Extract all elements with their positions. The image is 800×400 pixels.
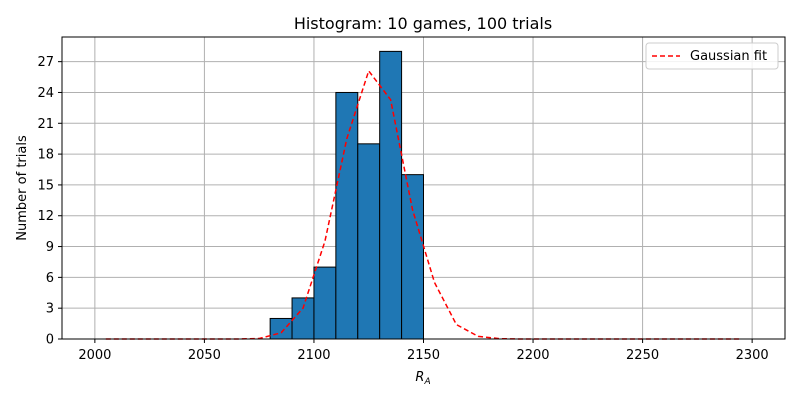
histogram-bar xyxy=(291,297,315,340)
x-tick-label: 2200 xyxy=(516,348,549,363)
y-tick-label: 24 xyxy=(37,86,54,101)
y-tick-label: 6 xyxy=(46,271,54,286)
y-tick-label: 0 xyxy=(46,333,54,348)
histogram-bar xyxy=(357,143,381,340)
x-tick-label: 2050 xyxy=(188,348,221,363)
legend-label-gaussian-fit: Gaussian fit xyxy=(690,49,767,64)
x-axis-label-main: R xyxy=(415,370,424,385)
histogram-bars xyxy=(269,50,425,340)
y-axis-label: Number of trials xyxy=(15,135,30,241)
chart-title: Histogram: 10 games, 100 trials xyxy=(294,14,552,33)
y-tick-label: 21 xyxy=(37,117,54,132)
histogram-bar xyxy=(269,317,293,340)
x-axis-ticks: 2000 2050 2100 2150 2200 2250 2300 xyxy=(78,339,769,363)
histogram-bar xyxy=(379,50,403,340)
x-axis-label: RA xyxy=(415,370,430,387)
x-tick-label: 2300 xyxy=(736,348,769,363)
y-tick-label: 9 xyxy=(46,240,54,255)
y-tick-label: 18 xyxy=(37,148,54,163)
x-tick-label: 2250 xyxy=(626,348,659,363)
x-tick-label: 2150 xyxy=(407,348,440,363)
histogram-bar xyxy=(335,91,359,340)
y-tick-label: 15 xyxy=(37,178,54,193)
histogram-bar xyxy=(313,266,337,340)
y-tick-label: 27 xyxy=(37,55,54,70)
y-axis-ticks: 0 3 6 9 12 15 18 21 24 27 xyxy=(37,55,62,348)
y-tick-label: 3 xyxy=(46,302,54,317)
x-axis-label-subscript: A xyxy=(423,377,430,387)
y-tick-label: 12 xyxy=(37,209,54,224)
x-tick-label: 2000 xyxy=(78,348,111,363)
x-tick-label: 2100 xyxy=(297,348,330,363)
legend-box xyxy=(645,42,779,70)
legend: Gaussian fit xyxy=(645,42,779,70)
histogram-bar xyxy=(401,174,425,340)
